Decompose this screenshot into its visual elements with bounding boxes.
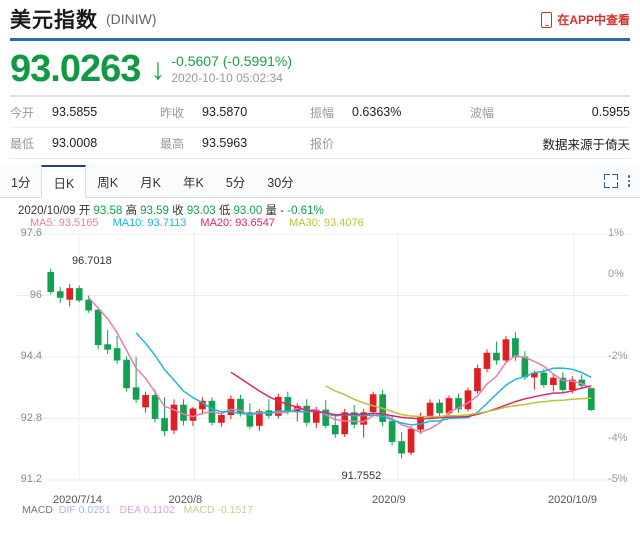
stat-value: 93.0008: [52, 136, 98, 150]
stat-value: 93.5870: [202, 105, 248, 119]
ohlc-vol: -: [280, 205, 285, 217]
phone-icon: [541, 11, 553, 28]
ohlc-date: 2020/10/09: [18, 205, 76, 217]
quote-divider: [10, 95, 630, 97]
x-axis-tick: 2020/8: [168, 494, 203, 506]
stat-high: 最高 93.5963: [160, 128, 310, 158]
stat-amplitude: 振幅 0.6363%: [310, 97, 470, 127]
trend-arrow-down-icon: ↓: [150, 53, 166, 86]
tab-1min[interactable]: 1分: [11, 175, 31, 190]
tab-yeark[interactable]: 年K: [182, 175, 204, 190]
stat-prev-close: 昨收 93.5870: [160, 97, 310, 127]
view-in-app-label: 在APP中查看: [557, 13, 630, 27]
chart-annotation-period-low: 91.7552: [341, 470, 382, 483]
stats-table: 今开 93.5855 昨收 93.5870 振幅 0.6363% 波幅 0.59…: [0, 97, 640, 159]
y-axis-right-tick: 0%: [608, 268, 624, 280]
stat-label: 最低: [10, 136, 35, 151]
y-axis-right-tick: -4%: [608, 432, 628, 444]
stat-label: 波幅: [470, 105, 495, 120]
page-header: 美元指数 (DINIW) 在APP中查看: [0, 0, 640, 38]
x-axis-tick: 2020/7/14: [53, 494, 102, 506]
ohlc-high: 93.59: [140, 205, 169, 217]
stat-label: 今开: [10, 105, 35, 120]
quote-block: 93.0263 ↓ -0.5607 (-0.5991%) 2020-10-10 …: [0, 41, 640, 95]
y-axis-tick: 94.4: [20, 350, 42, 362]
table-row: 最低 93.0008 最高 93.5963 报价 数据来源于倚天: [10, 128, 630, 159]
ohlc-low: 93.00: [233, 205, 263, 217]
more-vertical-icon[interactable]: [627, 175, 630, 187]
ohlc-vol-label: 量: [265, 205, 278, 217]
stat-label: 昨收: [160, 105, 185, 120]
y-axis-right-tick: -2%: [608, 350, 628, 362]
stat-value: 93.5855: [52, 105, 98, 119]
ohlc-open-label: 开: [78, 205, 91, 217]
chart-period-tabs: 1分 日K 周K 月K 年K 5分 30分: [0, 165, 640, 198]
ohlc-high-label: 高: [125, 205, 137, 217]
x-axis-tick: 2020/10/9: [548, 494, 597, 506]
tab-weekk[interactable]: 周K: [97, 175, 119, 190]
stat-bid: 报价: [310, 128, 470, 158]
x-axis-tick: 2020/9: [372, 494, 406, 506]
macd-label: MACD: [22, 504, 56, 515]
kline-chart[interactable]: 2020/10/09 开 93.58 高 93.59 收 93.03 低 93.…: [0, 198, 640, 515]
legend-ma20: MA20: 93.6547: [200, 217, 276, 229]
stat-value: 0.5955: [591, 105, 630, 119]
macd-dea: DEA 0.1102: [119, 504, 175, 515]
tab-monthk[interactable]: 月K: [140, 175, 161, 190]
price-change: -0.5607 (-0.5991%): [171, 53, 293, 69]
stat-value: 93.5963: [202, 136, 248, 150]
tab-dayk[interactable]: 日K: [41, 165, 87, 198]
tab-5min[interactable]: 5分: [225, 175, 246, 190]
chart-canvas: [16, 233, 630, 481]
chart-annotation-period-high: 96.7018: [72, 254, 112, 267]
page-title: 美元指数: [10, 9, 98, 32]
y-axis-tick: 96: [29, 288, 42, 301]
chart-plot-area[interactable]: [0, 232, 640, 488]
stat-range: 波幅 0.5955: [470, 97, 630, 127]
ohlc-pct: -0.61%: [287, 205, 324, 217]
macd-value: MACD -0.1517: [183, 504, 253, 515]
ma-legend: MA5: 93.5165 MA10: 93.7113 MA20: 93.6547…: [30, 217, 375, 229]
stat-label: 报价: [310, 136, 335, 151]
chart-ohlc-readout: 2020/10/09 开 93.58 高 93.59 收 93.03 低 93.…: [18, 202, 324, 218]
ohlc-low-label: 低: [218, 205, 231, 217]
y-axis-tick: 91.2: [20, 473, 42, 485]
stat-label: 振幅: [310, 105, 335, 120]
macd-readout: MACD DIF 0.0251 DEA 0.1102 MACD -0.1517: [22, 504, 253, 515]
data-source: 数据来源于倚天: [470, 128, 630, 158]
quote-detail: -0.5607 (-0.5991%) 2020-10-10 05:02:34: [171, 47, 292, 86]
y-axis-right-tick: 1%: [608, 227, 624, 239]
stat-label: 最高: [160, 136, 185, 151]
legend-ma30: MA30: 93.4076: [289, 217, 364, 229]
stat-low: 最低 93.0008: [10, 128, 160, 158]
macd-dif: DIF 0.0251: [58, 504, 111, 515]
ohlc-close-label: 收: [172, 205, 184, 217]
stat-open: 今开 93.5855: [10, 97, 160, 127]
last-price: 93.0263: [10, 48, 141, 90]
stat-value: 0.6363%: [352, 105, 402, 119]
quote-timestamp: 2020-10-10 05:02:34: [171, 71, 283, 85]
fullscreen-icon[interactable]: [603, 174, 618, 188]
ohlc-close: 93.03: [186, 205, 216, 217]
y-axis-tick: 97.6: [20, 227, 42, 239]
header-divider: [10, 38, 630, 41]
instrument-code: (DINIW): [106, 11, 157, 27]
data-source-label: 数据来源于倚天: [542, 137, 630, 152]
legend-ma5: MA5: 93.5165: [30, 217, 99, 229]
ohlc-open: 93.58: [93, 205, 123, 217]
y-axis-right-tick: -5%: [608, 473, 628, 485]
table-row: 今开 93.5855 昨收 93.5870 振幅 0.6363% 波幅 0.59…: [10, 97, 630, 128]
tab-30min[interactable]: 30分: [267, 175, 294, 190]
chart-tools: [603, 165, 640, 197]
view-in-app-link[interactable]: 在APP中查看: [541, 11, 630, 28]
y-axis-tick: 92.8: [20, 411, 42, 424]
legend-ma10: MA10: 93.7113: [112, 217, 187, 229]
